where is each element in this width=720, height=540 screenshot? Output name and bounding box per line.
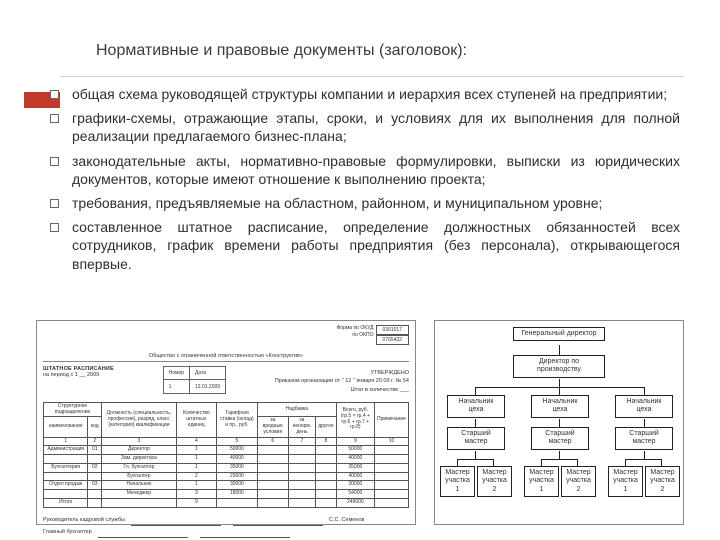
org-node: Мастер участка 1 <box>524 466 559 497</box>
org-chart: Генеральный директор Директор по произво… <box>434 320 684 525</box>
bullet-list: общая схема руководящей структуры компан… <box>46 85 680 273</box>
list-item: законодательные акты, нормативно-правовы… <box>46 152 680 188</box>
signatures: Руководитель кадровой службыС.С. Семенов… <box>43 514 409 538</box>
org-node-prod-director: Директор по производству <box>513 355 605 378</box>
org-node: Мастер участка 2 <box>561 466 596 497</box>
org-node: Начальник цеха <box>615 395 673 418</box>
org-node: Мастер участка 1 <box>608 466 643 497</box>
form-okud-label: Форма по ОКУД <box>336 325 373 331</box>
org-node: Мастер участка 1 <box>440 466 475 497</box>
org-node: Мастер участка 2 <box>477 466 512 497</box>
okud-code: 0301017 <box>376 325 409 335</box>
list-item: требования, предъявляемые на областном, … <box>46 194 680 212</box>
form-okpo-label: по ОКПО <box>352 332 373 338</box>
org-node: Старший мастер <box>615 427 673 450</box>
list-item: графики-схемы, отражающие этапы, сроки, … <box>46 109 680 145</box>
org-name: Общество с ограниченной ответственностью… <box>43 353 409 362</box>
org-node: Старший мастер <box>531 427 589 450</box>
org-node: Мастер участка 2 <box>645 466 680 497</box>
divider <box>60 76 684 77</box>
org-node: Начальник цеха <box>447 395 505 418</box>
okpo-code: 0765432 <box>376 335 409 345</box>
staff-table: Структурное подразделение Должность (спе… <box>43 402 409 508</box>
page-title: Нормативные и правовые документы (заголо… <box>96 42 720 60</box>
org-node: Старший мастер <box>447 427 505 450</box>
staffing-schedule-doc: Форма по ОКУД по ОКПО 0301017 0765432 Об… <box>36 320 416 525</box>
num-date-table: НомерДата 112.01.2009 <box>163 366 226 394</box>
list-item: общая схема руководящей структуры компан… <box>46 85 680 103</box>
doc-period: на период с 1 __ 2009 <box>43 372 114 378</box>
approve-block: УТВЕРЖДЕНО Приказом организации от " 12 … <box>275 369 409 394</box>
illustrations-row: Форма по ОКУД по ОКПО 0301017 0765432 Об… <box>36 320 686 530</box>
org-node-ceo: Генеральный директор <box>513 327 605 341</box>
list-item: составленное штатное расписание, определ… <box>46 218 680 273</box>
org-node: Начальник цеха <box>531 395 589 418</box>
